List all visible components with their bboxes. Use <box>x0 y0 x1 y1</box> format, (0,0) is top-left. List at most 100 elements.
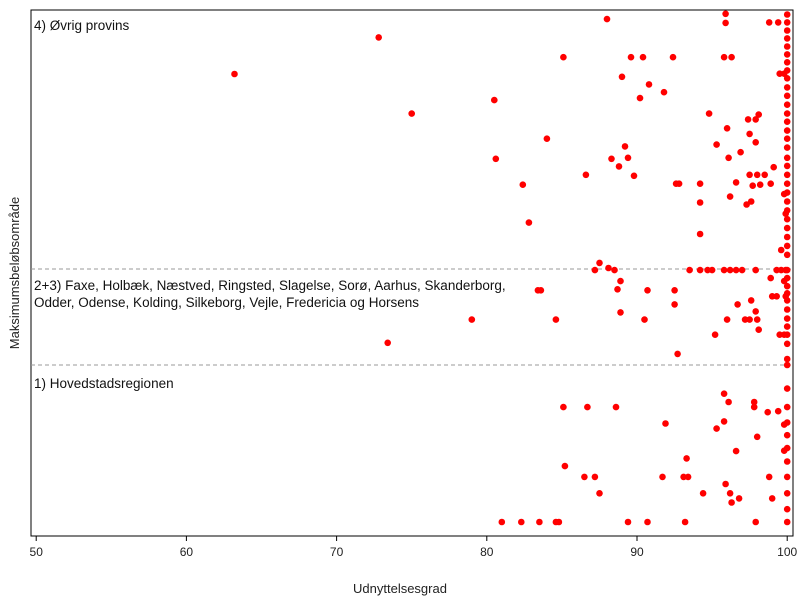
data-point <box>525 219 533 226</box>
data-point <box>755 111 762 118</box>
data-point <box>375 34 383 41</box>
group-label: 4) Øvrig provins <box>34 18 130 33</box>
data-point <box>764 408 771 416</box>
data-point <box>537 287 545 294</box>
group-label: 1) Hovedstadsregionen <box>34 376 174 391</box>
data-point <box>560 53 567 61</box>
data-point <box>711 331 719 339</box>
data-point <box>783 331 791 339</box>
data-point <box>783 67 791 74</box>
data-point <box>662 420 669 427</box>
data-point <box>543 135 551 142</box>
data-point <box>783 154 791 162</box>
data-point <box>621 143 629 150</box>
data-point <box>681 518 689 526</box>
data-point <box>708 266 716 274</box>
data-point <box>783 75 791 82</box>
data-point <box>783 92 791 100</box>
data-point <box>783 251 791 259</box>
data-point <box>726 193 734 200</box>
x-axis-tick-labels: 50 60 70 80 90 100 <box>30 545 798 559</box>
data-point <box>645 81 653 88</box>
data-point <box>783 198 791 205</box>
data-point <box>746 171 753 179</box>
data-point <box>774 19 782 26</box>
data-point <box>725 154 732 162</box>
data-point <box>783 162 791 170</box>
data-point <box>722 10 729 18</box>
data-point <box>684 473 692 481</box>
data-point <box>734 301 741 308</box>
data-points <box>231 10 791 526</box>
data-point <box>783 27 791 34</box>
data-point <box>384 339 392 347</box>
data-point <box>728 53 735 61</box>
group-label: 2+3) Faxe, Holbæk, Næstved, Ringsted, Sl… <box>34 278 506 293</box>
data-point <box>753 171 761 179</box>
data-point <box>783 224 791 232</box>
group-separators <box>31 268 793 366</box>
data-point <box>696 266 704 274</box>
data-point <box>783 51 791 58</box>
data-point <box>659 473 666 481</box>
data-point <box>555 518 563 526</box>
group-labels: 4) Øvrig provins 2+3) Faxe, Holbæk, Næstv… <box>34 18 506 391</box>
data-point <box>686 266 693 274</box>
data-point <box>624 518 632 526</box>
data-point <box>468 316 476 323</box>
data-point <box>783 242 791 250</box>
data-point <box>726 490 734 497</box>
data-point <box>492 155 500 163</box>
data-point <box>596 490 603 497</box>
data-point <box>720 53 728 61</box>
data-point <box>699 490 707 497</box>
data-point <box>777 246 785 254</box>
data-point <box>722 19 729 27</box>
data-point <box>591 266 599 274</box>
data-point <box>783 490 791 497</box>
data-point <box>765 19 773 26</box>
data-point <box>591 473 599 481</box>
x-tick-label: 70 <box>330 545 344 559</box>
data-point <box>408 110 416 117</box>
data-point <box>783 110 791 117</box>
data-point <box>624 154 632 162</box>
data-point <box>713 425 720 432</box>
data-point <box>747 297 755 304</box>
data-point <box>560 403 567 411</box>
data-point <box>728 499 735 506</box>
data-point <box>732 447 740 455</box>
data-point <box>608 155 615 163</box>
data-point <box>783 189 791 196</box>
data-point <box>746 130 753 138</box>
data-point <box>627 53 635 61</box>
data-point <box>768 495 776 502</box>
y-axis-title: Maksimumsbeløbsområde <box>7 197 22 349</box>
data-point <box>723 316 731 323</box>
x-tick-label: 60 <box>180 545 194 559</box>
data-point <box>783 290 791 297</box>
data-point <box>774 407 782 415</box>
data-point <box>231 70 238 78</box>
data-point <box>770 163 777 171</box>
data-point <box>641 316 648 323</box>
data-point <box>767 274 774 282</box>
data-point <box>783 180 791 187</box>
data-point <box>752 266 759 274</box>
data-point <box>683 455 690 462</box>
data-point <box>753 433 761 441</box>
data-point <box>783 43 791 50</box>
data-point <box>752 518 759 526</box>
data-point <box>783 84 791 91</box>
data-point <box>783 274 791 282</box>
data-point <box>749 182 756 189</box>
data-point <box>671 301 678 308</box>
data-point <box>639 53 647 61</box>
data-point <box>783 505 791 513</box>
data-point <box>752 116 759 123</box>
x-tick-label: 80 <box>480 545 494 559</box>
data-point <box>644 518 651 526</box>
data-point <box>713 141 720 148</box>
data-point <box>561 462 569 470</box>
data-point <box>783 297 791 304</box>
